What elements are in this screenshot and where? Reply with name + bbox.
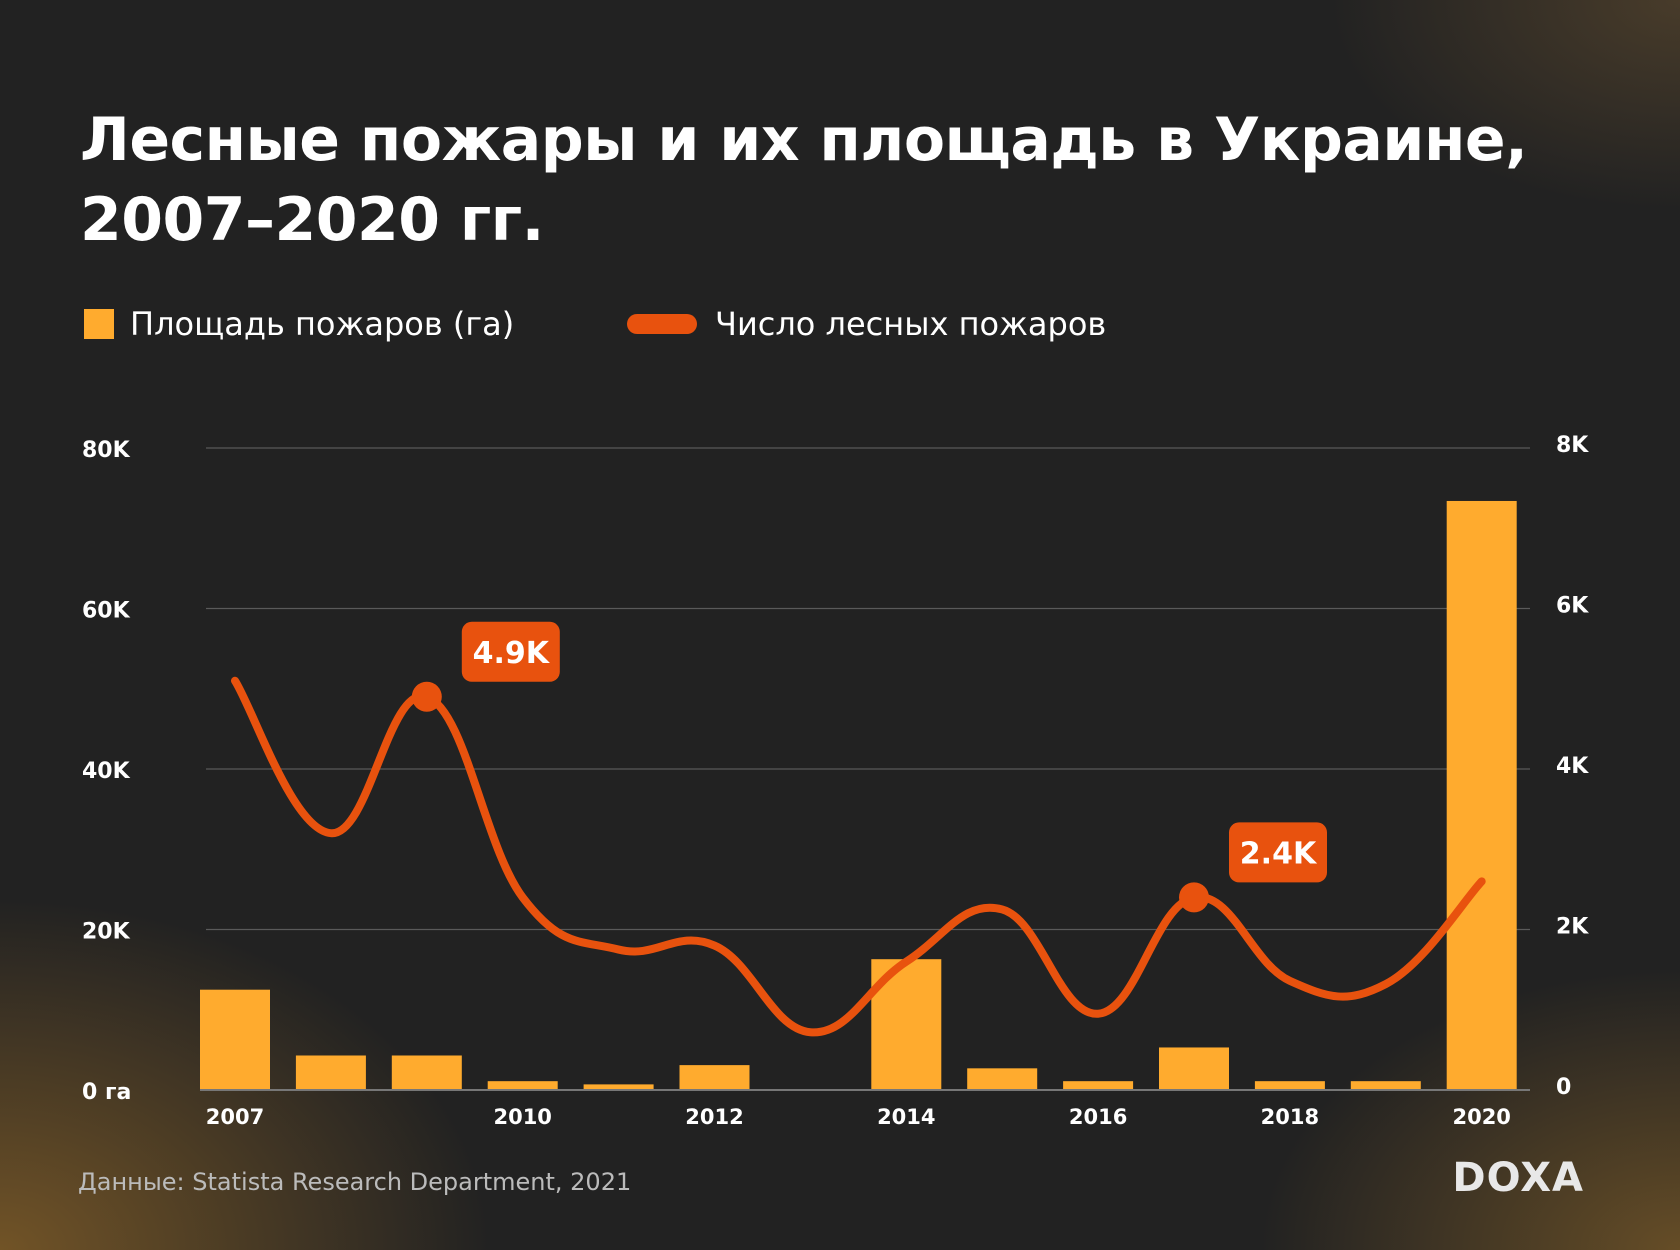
left-tick-label: 60K bbox=[82, 599, 131, 624]
bar-2018 bbox=[1254, 1081, 1325, 1090]
bar-2020 bbox=[1446, 500, 1517, 1091]
x-tick-label: 2014 bbox=[877, 1105, 935, 1129]
right-tick-label: 0 bbox=[1556, 1075, 1571, 1100]
left-tick-label: 40K bbox=[82, 759, 131, 784]
bar-2016 bbox=[1063, 1081, 1134, 1090]
bar-2012 bbox=[679, 1065, 750, 1090]
logo: DOXA bbox=[1452, 1155, 1584, 1201]
left-tick-label: 0 га bbox=[82, 1080, 131, 1105]
bar-2009 bbox=[391, 1055, 462, 1090]
x-tick-label: 2020 bbox=[1452, 1105, 1510, 1129]
left-tick-label: 20K bbox=[82, 920, 131, 945]
annotation-label-2009: 4.9K bbox=[473, 636, 551, 671]
annotation-dot-2009 bbox=[411, 681, 442, 712]
right-tick-label: 2K bbox=[1556, 915, 1589, 940]
bar-2019 bbox=[1350, 1081, 1421, 1090]
legend-item-count: Число лесных пожаров bbox=[627, 305, 1106, 343]
bar-2011 bbox=[583, 1084, 654, 1090]
bar-2015 bbox=[967, 1068, 1038, 1090]
annotation-dot-2017 bbox=[1179, 882, 1209, 913]
bar-2007 bbox=[200, 989, 270, 1090]
right-tick-label: 4K bbox=[1556, 754, 1589, 779]
legend-swatch-bar bbox=[84, 309, 114, 339]
annotation-box-2009 bbox=[461, 621, 560, 682]
bar-2017 bbox=[1159, 1047, 1229, 1090]
annotation-box-2017 bbox=[1229, 822, 1327, 883]
right-tick-label: 6K bbox=[1556, 594, 1589, 619]
bar-2010 bbox=[487, 1081, 558, 1090]
legend-swatch-line bbox=[627, 314, 697, 334]
x-tick-label: 2007 bbox=[206, 1105, 264, 1129]
right-tick-label: 8K bbox=[1556, 433, 1589, 458]
annotation-label-2017: 2.4K bbox=[1240, 836, 1318, 871]
left-tick-label: 80K bbox=[82, 438, 131, 463]
legend-item-area: Площадь пожаров (га) bbox=[84, 305, 514, 343]
bar-2008 bbox=[295, 1055, 366, 1090]
x-tick-label: 2016 bbox=[1069, 1105, 1127, 1129]
chart-title: Лесные пожары и их площадь в Украине, 20… bbox=[80, 105, 1528, 255]
source-note: Данные: Statista Research Department, 20… bbox=[78, 1168, 632, 1196]
x-tick-label: 2018 bbox=[1261, 1105, 1319, 1129]
x-tick-label: 2010 bbox=[493, 1105, 551, 1129]
x-tick-label: 2012 bbox=[685, 1105, 743, 1129]
